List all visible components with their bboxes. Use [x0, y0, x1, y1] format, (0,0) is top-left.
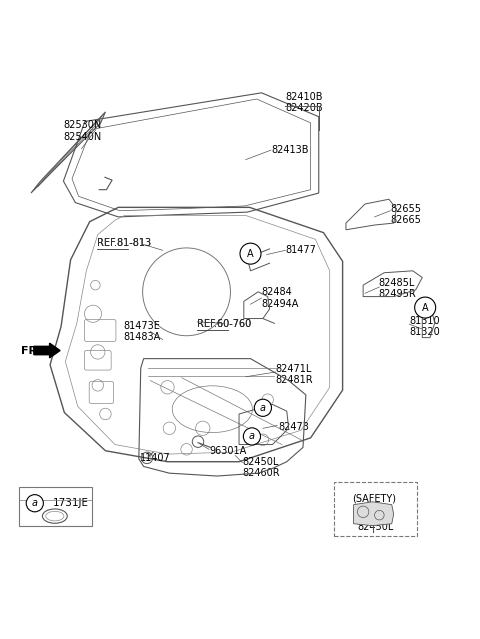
Text: 96301A: 96301A [209, 446, 246, 456]
Text: 1731JE: 1731JE [52, 498, 88, 508]
Polygon shape [354, 502, 394, 526]
Text: A: A [247, 249, 254, 259]
Text: 81477: 81477 [285, 245, 316, 256]
Text: A: A [422, 303, 429, 312]
Circle shape [240, 243, 261, 264]
Text: (SAFETY): (SAFETY) [352, 493, 396, 504]
Text: 82471L
82481R: 82471L 82481R [276, 364, 313, 385]
Text: a: a [249, 431, 255, 442]
Text: REF.60-760: REF.60-760 [197, 320, 252, 329]
Text: 82450L: 82450L [357, 522, 393, 532]
Text: 82410B
82420B: 82410B 82420B [285, 91, 323, 113]
Text: a: a [260, 403, 266, 413]
Text: 11407: 11407 [140, 453, 170, 463]
Text: FR.: FR. [22, 346, 42, 355]
Text: 81310
81320: 81310 81320 [409, 316, 440, 337]
Text: 82485L
82495R: 82485L 82495R [378, 278, 416, 299]
Circle shape [243, 428, 261, 445]
Circle shape [415, 297, 436, 318]
Text: REF.81-813: REF.81-813 [97, 238, 151, 248]
Text: 82450L
82460R: 82450L 82460R [242, 457, 280, 478]
Text: 82530N
82540N: 82530N 82540N [63, 120, 102, 142]
Circle shape [26, 495, 43, 512]
Text: a: a [32, 498, 38, 508]
Text: 82484
82494A: 82484 82494A [262, 287, 299, 309]
Text: REF.81-813: REF.81-813 [97, 238, 151, 248]
Text: 82655
82665: 82655 82665 [390, 204, 421, 226]
Text: 82413B: 82413B [271, 145, 309, 155]
Text: REF.60-760: REF.60-760 [197, 320, 252, 329]
Text: 81473E
81483A: 81473E 81483A [123, 321, 160, 343]
Text: 82473: 82473 [278, 422, 309, 432]
Circle shape [254, 399, 272, 417]
Polygon shape [34, 343, 60, 358]
